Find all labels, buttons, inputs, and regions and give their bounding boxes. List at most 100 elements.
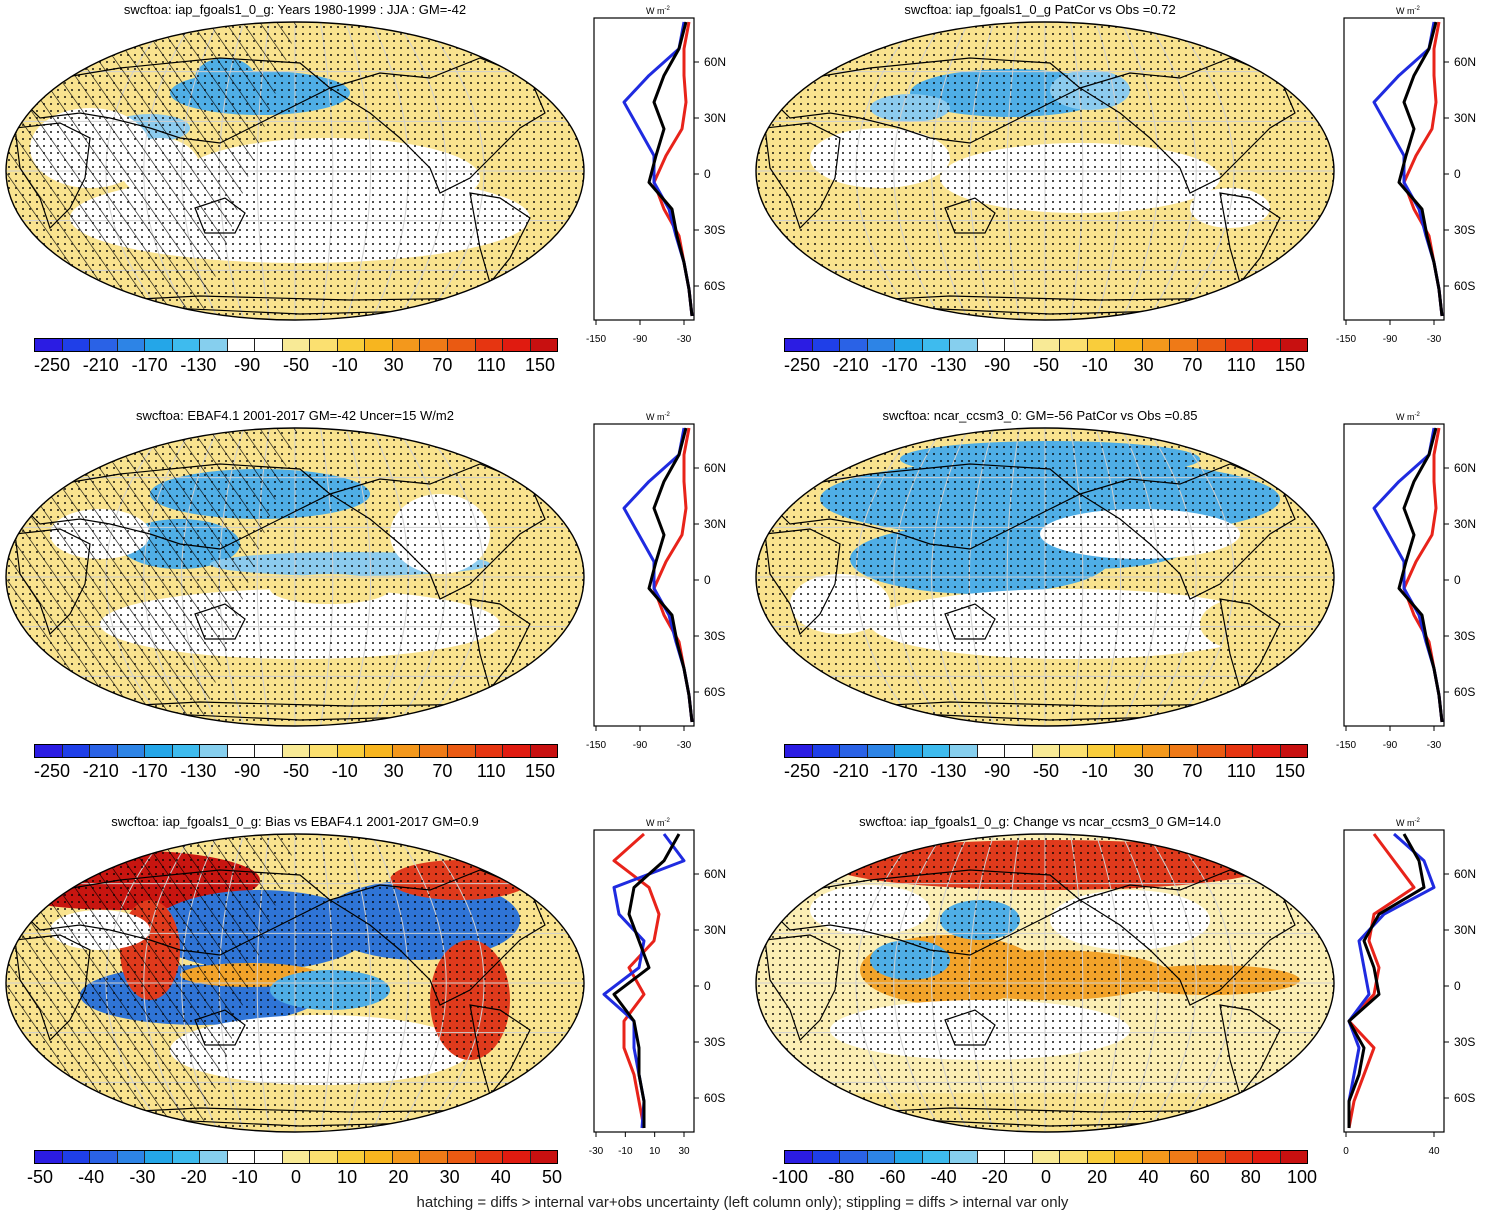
colorbar-swatch [227, 339, 256, 351]
colorbar-swatch [255, 1151, 283, 1163]
colorbar-tick-label: 150 [1274, 355, 1306, 375]
colorbar-swatch [337, 745, 366, 757]
x-tick-label: 40 [1428, 1146, 1440, 1157]
colorbar-swatch [447, 339, 476, 351]
colorbar-tick-label: -250 [783, 761, 821, 781]
lat-label: 30S [704, 1035, 725, 1049]
coastline [328, 869, 546, 1006]
colorbar-swatch [227, 1151, 256, 1163]
x-tick-label: -150 [586, 334, 606, 345]
colorbar-swatch [337, 339, 366, 351]
colorbar-swatch [1253, 745, 1281, 757]
colorbar-swatch [337, 1151, 366, 1163]
colorbar-swatch [1032, 1151, 1061, 1163]
x-tick-label: -150 [586, 740, 606, 751]
colorbar-swatch [530, 745, 558, 757]
colorbar-tick-label: 30 [439, 1167, 460, 1187]
colorbar-tick-label: -40 [930, 1167, 957, 1187]
colorbar-swatch [1280, 339, 1308, 351]
colorbar-tick-label: 30 [1133, 355, 1154, 375]
colorbar-swatch [812, 339, 841, 351]
coastline [469, 1004, 531, 1097]
colorbar-swatch [392, 1151, 421, 1163]
x-tick-label: -150 [1336, 334, 1356, 345]
colorbar-swatch [812, 745, 841, 757]
panel-5: swcftoa: iap_fgoals1_0_g: Bias vs EBAF4.… [0, 812, 740, 1192]
colorbar-swatch [530, 339, 558, 351]
lat-label: 60N [704, 461, 726, 475]
colorbar-tick-label: 70 [432, 761, 453, 781]
profile-series-obs [1372, 427, 1444, 723]
x-tick-label: 10 [649, 1146, 661, 1157]
colorbar-swatch [392, 745, 421, 757]
coastline [764, 934, 841, 1042]
colorbar-swatch [530, 1151, 558, 1163]
colorbar-swatch [1087, 339, 1116, 351]
map-frame [5, 427, 585, 727]
colorbar-swatch [503, 745, 531, 757]
colorbar-tick-label: -50 [26, 1167, 54, 1187]
colorbar-tick-label: -20 [981, 1167, 1008, 1187]
colorbar-tick-label: -50 [1032, 355, 1060, 375]
colorbar-tick-label: 20 [1087, 1167, 1108, 1187]
panel-4: swcftoa: ncar_ccsm3_0: GM=-56 PatCor vs … [745, 406, 1485, 806]
colorbar-tick-label: -20 [180, 1167, 207, 1187]
zonal-mean-profile: W m-2 60N 30N 0 30S 60S -30 -10 10 30 [589, 818, 726, 1157]
colorbar-tick-label: 60 [1189, 1167, 1210, 1187]
colorbar-tick-label: -90 [984, 761, 1011, 781]
colorbar-swatch [1225, 745, 1254, 757]
map-frame [5, 21, 585, 321]
colorbar-tick-label: -210 [82, 761, 119, 781]
profile-frame [593, 423, 695, 727]
zonal-mean-profile: W m-2 60N 30N 0 30S 60S 0 40 [1343, 818, 1476, 1157]
profile-frame [1343, 423, 1445, 727]
coastline [469, 598, 531, 691]
colorbar-tick-label: 70 [1182, 761, 1203, 781]
x-tick-label: -10 [618, 1146, 633, 1157]
profile-unit: W m-2 [1396, 6, 1420, 16]
colorbar-swatch [1142, 745, 1171, 757]
colorbar-swatch [365, 339, 393, 351]
coastline [1078, 57, 1296, 194]
colorbar-swatch [1060, 339, 1088, 351]
colorbar-tick-label: 50 [541, 1167, 563, 1187]
coastline [768, 869, 1082, 956]
colorbar-tick-label: -170 [881, 761, 918, 781]
colorbar [784, 744, 1308, 758]
coastline [768, 57, 1082, 144]
colorbar-swatch [1253, 1151, 1281, 1163]
colorbar-tick-label: 150 [1274, 761, 1306, 781]
colorbar-swatch [365, 1151, 393, 1163]
lat-label: 30S [1454, 629, 1475, 643]
x-tick-label: -150 [1336, 740, 1356, 751]
colorbar-swatch [310, 339, 338, 351]
colorbar-swatch [950, 339, 978, 351]
colorbar-tick-label: -30 [129, 1167, 156, 1187]
colorbar-swatch [172, 339, 201, 351]
colorbar-swatch [35, 745, 63, 757]
lat-label: 60S [704, 1091, 725, 1105]
colorbar-swatch [1005, 1151, 1033, 1163]
profile-series-obs [1372, 21, 1444, 317]
colorbar-swatch [895, 745, 923, 757]
colorbar-tick-label: 150 [524, 355, 556, 375]
lat-label: 30S [1454, 1035, 1475, 1049]
coastline [944, 603, 996, 640]
colorbar-swatch [1225, 339, 1254, 351]
coastline [944, 197, 996, 234]
colorbar-swatch [1115, 1151, 1143, 1163]
colorbar-swatch [200, 339, 228, 351]
colorbar-swatch [420, 745, 448, 757]
robinson-map [755, 427, 1335, 727]
panel-title: swcftoa: iap_fgoals1_0_g: Change vs ncar… [859, 814, 1221, 829]
lat-label: 30N [1454, 517, 1476, 531]
x-tick-label: -30 [677, 740, 692, 751]
panel-title: swcftoa: iap_fgoals1_0_g: Bias vs EBAF4.… [111, 814, 479, 829]
panel-2: swcftoa: iap_fgoals1_0_g PatCor vs Obs =… [745, 0, 1485, 400]
robinson-map [5, 21, 585, 321]
coastline [1078, 463, 1296, 600]
profile-unit: W m-2 [1396, 412, 1420, 422]
colorbar-swatch [35, 1151, 63, 1163]
lat-label: 30N [704, 923, 726, 937]
colorbar-tick-label: -170 [131, 761, 168, 781]
